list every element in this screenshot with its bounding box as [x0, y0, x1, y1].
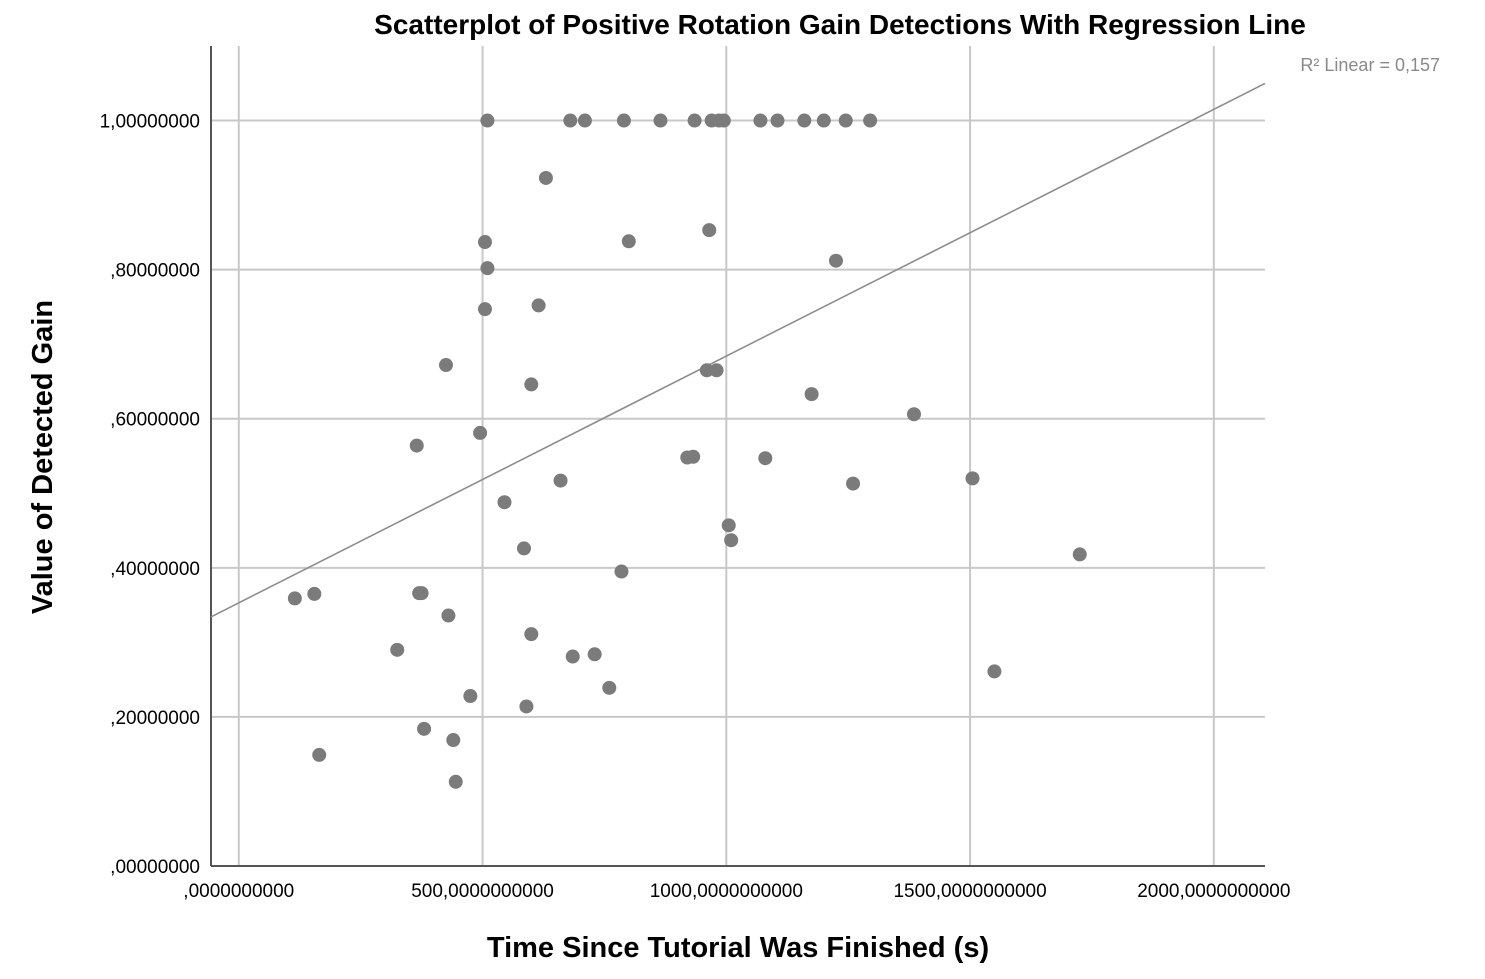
data-point [797, 113, 812, 128]
data-point [828, 253, 843, 268]
data-point [497, 495, 512, 510]
data-point [448, 774, 463, 789]
y-tick-label: ,80000000 [110, 261, 200, 282]
data-point [516, 541, 531, 556]
data-point [477, 302, 492, 317]
data-point [965, 471, 980, 486]
x-axis-ticks: ,0000000000 500,0000000000 1000,0000000000… [183, 881, 1290, 902]
x-tick-label: ,0000000000 [183, 881, 294, 902]
data-point [287, 591, 302, 606]
data-point [716, 113, 731, 128]
data-point [312, 747, 327, 762]
axes [210, 46, 1265, 867]
y-tick-label: 1,00000000 [100, 112, 200, 133]
data-point [390, 642, 405, 657]
data-point [307, 586, 322, 601]
data-point [724, 533, 739, 548]
data-point [687, 113, 702, 128]
data-point [477, 235, 492, 250]
data-point [721, 518, 736, 533]
regression-line [210, 82, 1266, 618]
data-point [758, 451, 773, 466]
data-point [1072, 547, 1087, 562]
data-point [653, 113, 668, 128]
data-point [563, 113, 578, 128]
r-squared-label: R² Linear = 0,157 [1300, 55, 1440, 75]
data-point [524, 377, 539, 392]
data-point [863, 113, 878, 128]
y-tick-label: ,00000000 [110, 857, 200, 878]
data-point [804, 387, 819, 402]
data-point [463, 689, 478, 704]
y-axis-label: Value of Detected Gain [27, 300, 59, 614]
data-point [538, 170, 553, 185]
y-axis-ticks: ,00000000 ,20000000 ,40000000 ,60000000 ,800… [100, 112, 200, 878]
data-point [602, 680, 617, 695]
y-tick-label: ,40000000 [110, 559, 200, 580]
x-tick-label: 2000,0000000000 [1137, 881, 1290, 902]
data-point [553, 473, 568, 488]
data-point [417, 721, 432, 736]
data-point [709, 363, 724, 378]
data-point [987, 664, 1002, 679]
chart-title: Scatterplot of Positive Rotation Gain De… [374, 9, 1306, 40]
data-point [480, 113, 495, 128]
data-point [702, 223, 717, 238]
data-point [906, 407, 921, 422]
data-point [770, 113, 785, 128]
data-point [524, 627, 539, 642]
data-point [577, 113, 592, 128]
y-tick-label: ,60000000 [110, 410, 200, 431]
data-point [480, 261, 495, 276]
x-tick-label: 1500,0000000000 [893, 881, 1046, 902]
data-point [446, 733, 461, 748]
data-point [587, 647, 602, 662]
x-axis-label: Time Since Tutorial Was Finished (s) [487, 932, 989, 964]
data-point [409, 438, 424, 453]
data-point [816, 113, 831, 128]
data-point [531, 298, 546, 313]
data-point [438, 358, 453, 373]
data-point [686, 449, 701, 464]
y-tick-label: ,20000000 [110, 708, 200, 729]
x-tick-label: 500,0000000000 [411, 881, 554, 902]
data-point [519, 699, 534, 714]
grid-lines [211, 46, 1265, 866]
x-tick-label: 1000,0000000000 [650, 881, 803, 902]
data-point [753, 113, 768, 128]
data-point [838, 113, 853, 128]
data-point [616, 113, 631, 128]
data-point [414, 586, 429, 601]
data-point [699, 363, 714, 378]
data-point [846, 476, 861, 491]
data-point [621, 234, 636, 249]
data-point [473, 425, 488, 440]
data-points [287, 113, 1087, 789]
data-point [441, 608, 456, 623]
data-point [565, 649, 580, 664]
data-point [614, 564, 629, 579]
